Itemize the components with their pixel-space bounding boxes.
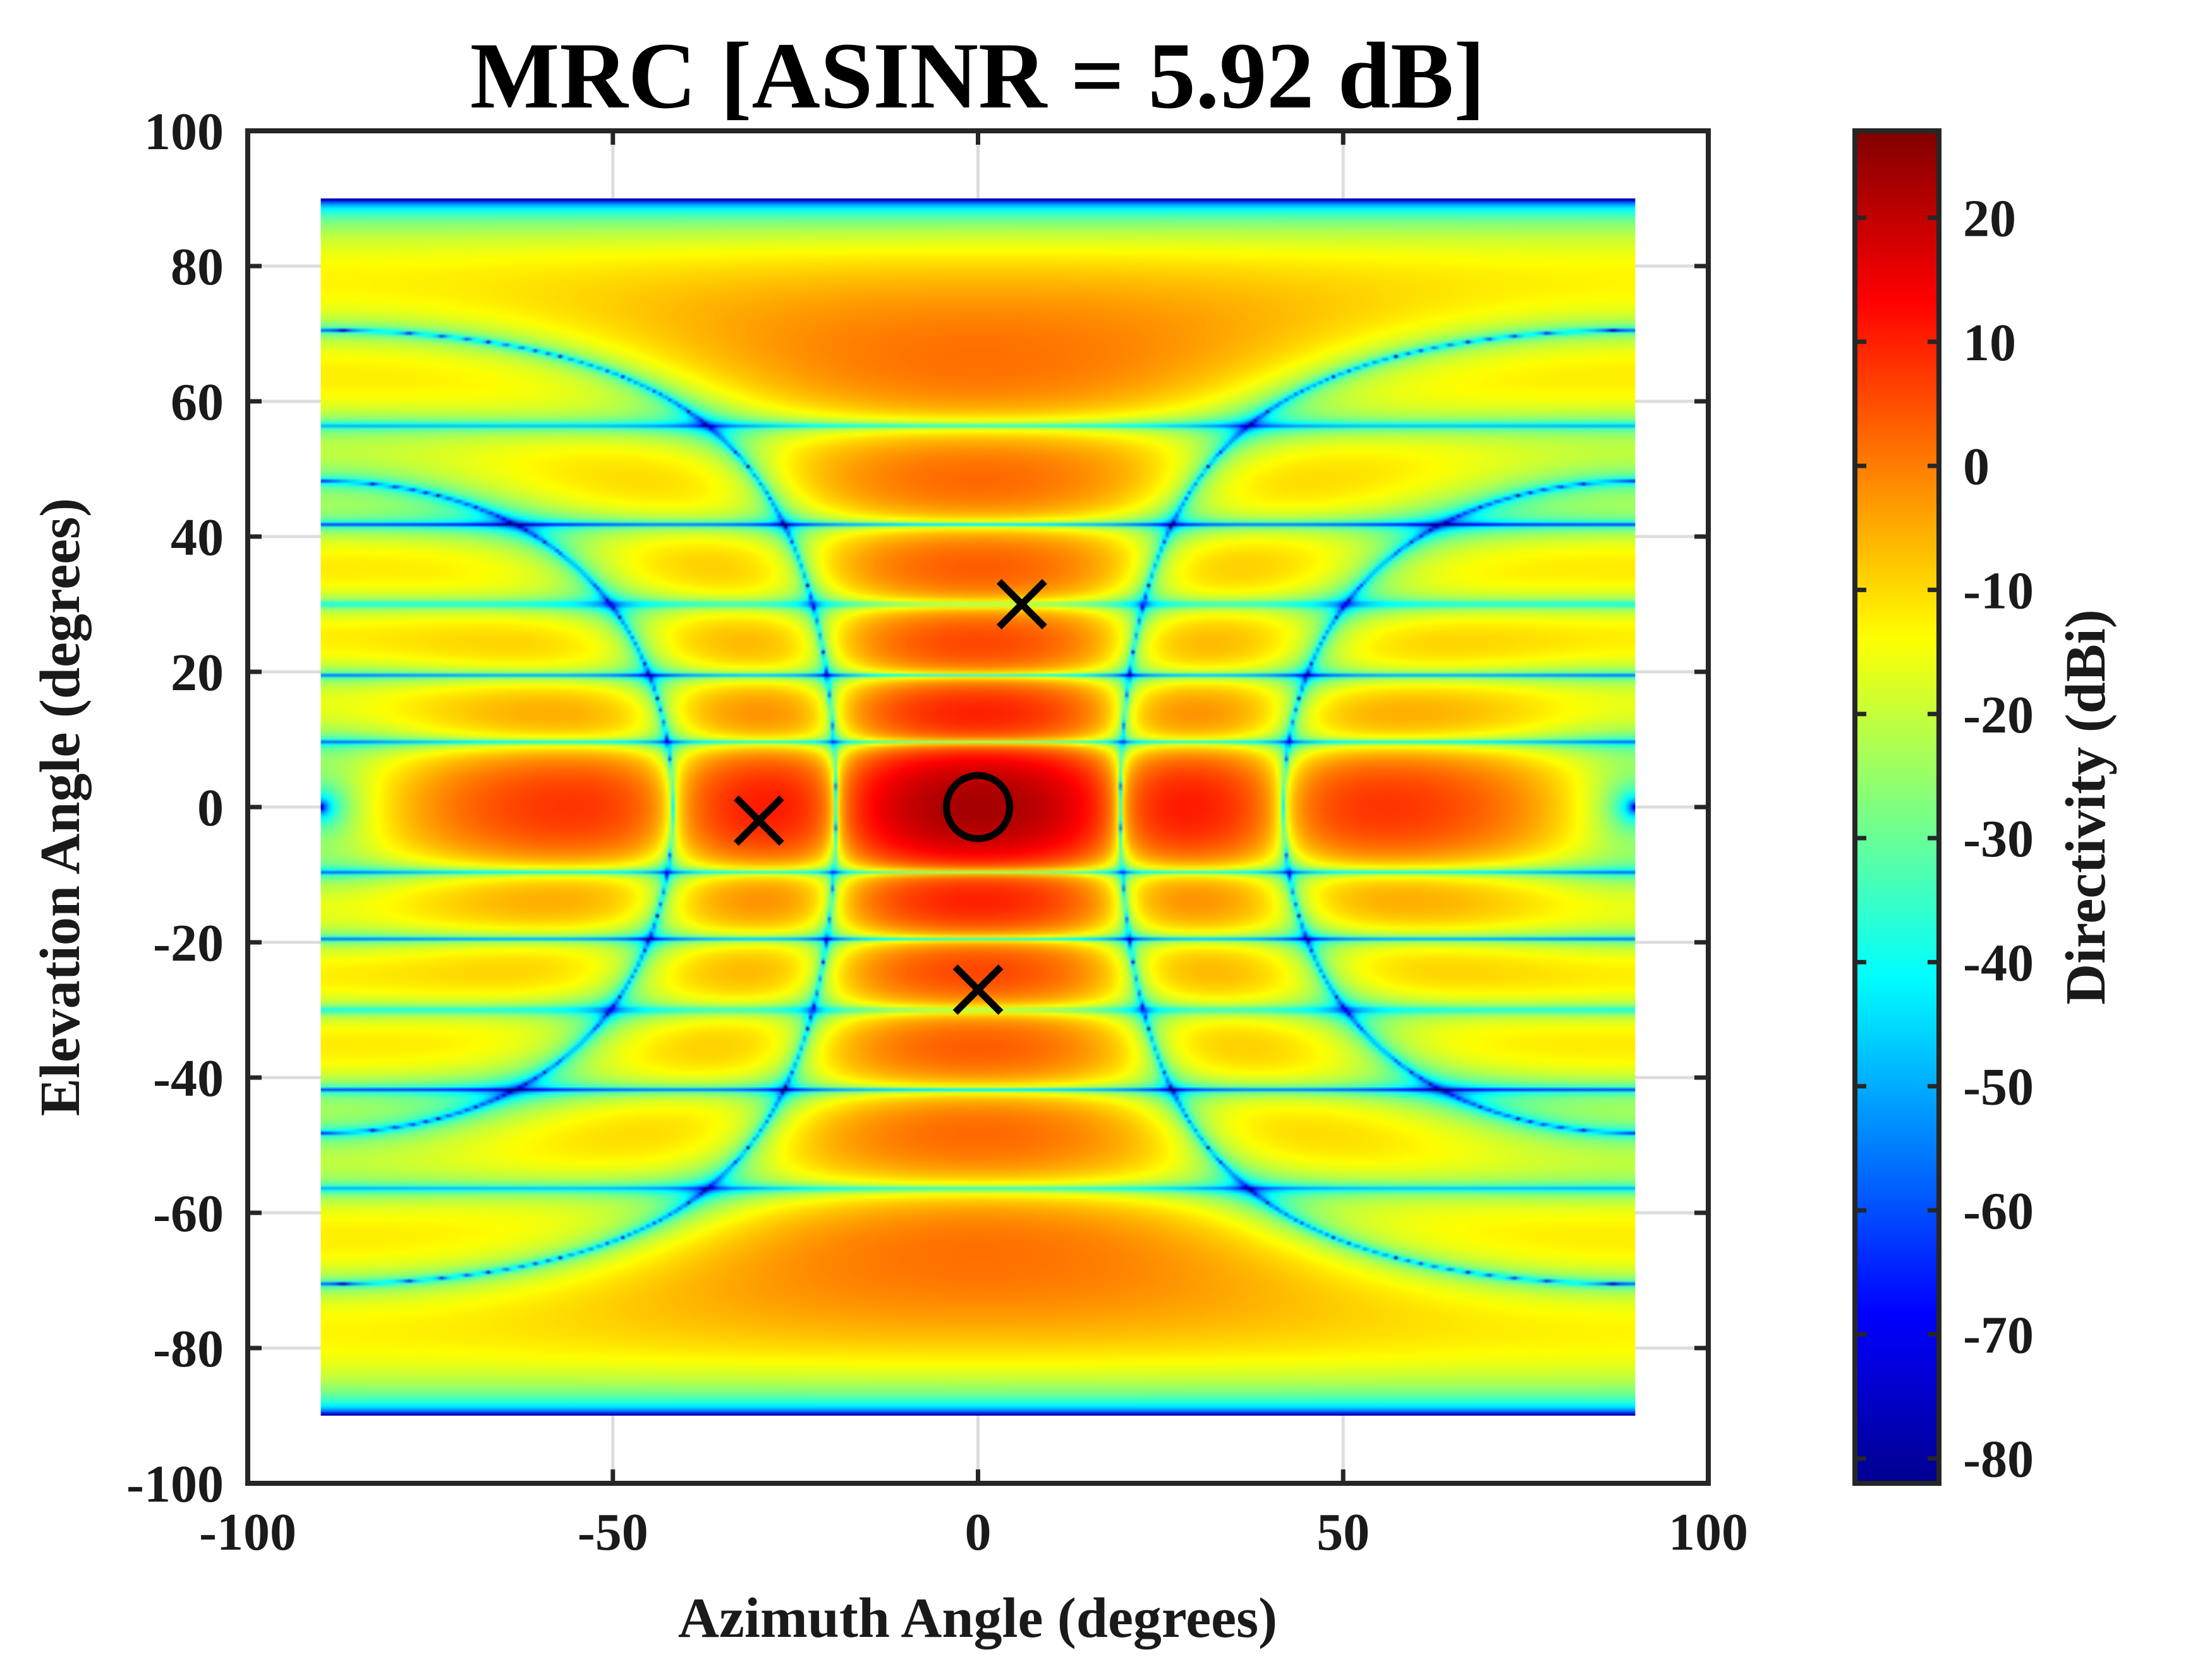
y-tick-label: 40 [171,508,224,567]
colorbar [1852,128,1942,1486]
marker-stroke [952,964,1004,1015]
colorbar-tick-label: -20 [1963,686,2034,744]
y-tick-label: -100 [126,1455,224,1514]
marker-interferer-1 [996,579,1047,629]
chart-title: MRC [ASINR = 5.92 dB] [470,23,1485,128]
axis-ticks: -100 -50 0 50 100 -100 -80 -60 -40 -20 0 20 40 60 80 10… [126,102,1748,1562]
marker-stroke [733,795,784,846]
markers [733,579,1047,1015]
colorbar-tick-label: -30 [1963,810,2034,868]
y-tick-label: 100 [144,102,224,161]
marker-desired-user [943,772,1013,842]
y-tick-label: -20 [153,914,224,973]
marker-interferer-2 [733,795,784,846]
y-tick-label: 80 [171,238,224,296]
y-tick-label: 0 [197,779,224,837]
colorbar-label: Directivity (dBi) [2055,609,2117,1005]
colorbar-tick-label: 0 [1963,437,1990,496]
colorbar-tick-label: -10 [1963,561,2034,620]
y-tick-label: -60 [153,1184,224,1243]
x-tick-label: -50 [578,1503,648,1562]
y-tick-label: -80 [153,1320,224,1378]
x-tick-label: 50 [1316,1503,1370,1562]
x-tick-label: 100 [1668,1503,1748,1562]
y-tick-label: 20 [171,643,224,702]
colorbar-tick-label: 10 [1963,313,2016,372]
x-tick-label: -100 [199,1503,296,1562]
heatmap-image [320,198,1636,1416]
colorbar-tick-label: -70 [1963,1306,2034,1364]
y-tick-label: -40 [153,1049,224,1108]
x-tick-label: 0 [965,1503,992,1562]
colorbar-tick-label: -80 [1963,1430,2034,1489]
marker-interferer-3 [952,964,1004,1015]
y-axis-label: Elevation Angle (degrees) [29,498,92,1116]
colorbar-tick-label: -50 [1963,1058,2034,1117]
marker-stroke [996,579,1047,629]
colorbar-tick-label: 20 [1963,189,2016,248]
colorbar-tick-label: -40 [1963,933,2034,992]
colorbar-ticks: 20 10 0 -10 -20 -30 -40 -50 -60 -70 -80 [1855,189,2034,1489]
y-tick-label: 60 [171,373,224,432]
colorbar-tick-label: -60 [1963,1182,2034,1241]
x-axis-label: Azimuth Angle (degrees) [678,1587,1277,1650]
